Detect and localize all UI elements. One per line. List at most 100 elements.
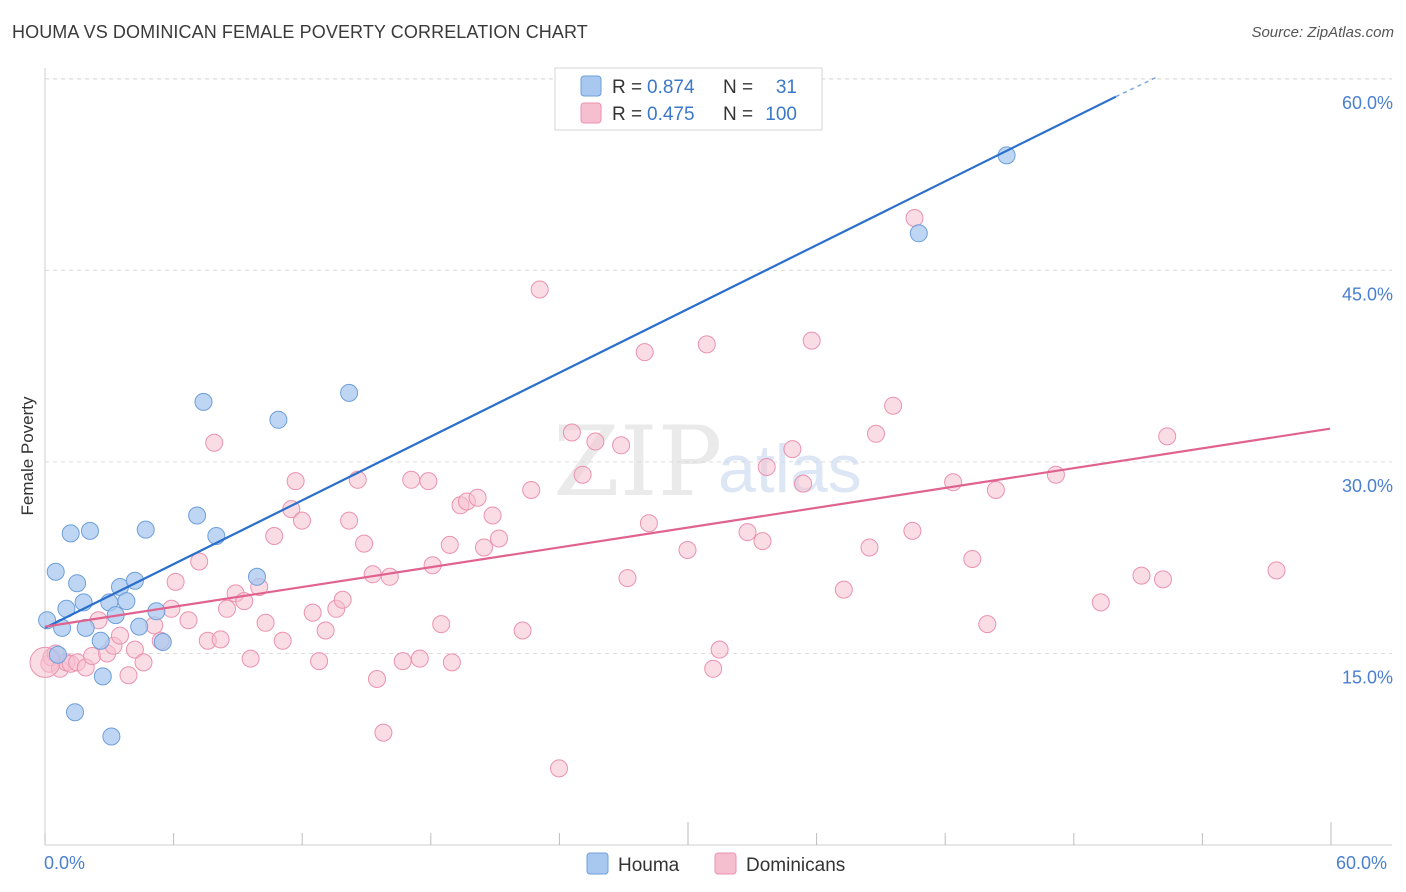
dominican-point bbox=[904, 522, 921, 539]
dominican-point bbox=[1133, 567, 1150, 584]
legend-swatch-dominicans bbox=[581, 103, 601, 123]
x-tick-label-min: 0.0% bbox=[44, 853, 85, 873]
dominican-point bbox=[274, 632, 291, 649]
dominican-point bbox=[868, 425, 885, 442]
dominican-point bbox=[317, 622, 334, 639]
dominican-point bbox=[294, 512, 311, 529]
dominican-point bbox=[441, 536, 458, 553]
dominican-point bbox=[979, 616, 996, 633]
series-legend: Houma Dominicans bbox=[587, 853, 845, 876]
dominican-point bbox=[311, 653, 328, 670]
houma-point bbox=[103, 728, 120, 745]
dominican-point bbox=[705, 660, 722, 677]
dominican-point bbox=[551, 760, 568, 777]
dominican-point bbox=[219, 600, 236, 617]
dominican-point bbox=[394, 653, 411, 670]
dominican-point bbox=[523, 482, 540, 499]
houma-point bbox=[154, 634, 171, 651]
houma-point bbox=[49, 646, 66, 663]
dominican-point bbox=[679, 542, 696, 559]
dominican-point bbox=[1047, 466, 1064, 483]
scatter-chart: ZIP atlas 15.0%30.0%45.0%60.0% 0.0% 60.0… bbox=[0, 0, 1406, 892]
dominican-point bbox=[375, 724, 392, 741]
y-tick-label-15: 15.0% bbox=[1342, 667, 1393, 687]
dominican-point bbox=[1159, 428, 1176, 445]
y-tick-label-60: 60.0% bbox=[1342, 93, 1393, 113]
houma-point bbox=[137, 521, 154, 538]
houma-point bbox=[998, 147, 1015, 164]
bottom-legend-swatch-dominicans bbox=[715, 853, 736, 874]
dominican-point bbox=[135, 654, 152, 671]
houma-point bbox=[94, 668, 111, 685]
houma-trend-extension bbox=[1116, 76, 1159, 96]
gridlines bbox=[45, 79, 1392, 654]
dominican-point bbox=[242, 650, 259, 667]
dominican-point bbox=[369, 671, 386, 688]
houma-point bbox=[67, 704, 84, 721]
dominican-point bbox=[433, 616, 450, 633]
x-tick-label-max: 60.0% bbox=[1336, 853, 1387, 873]
dominican-point bbox=[906, 210, 923, 227]
dominican-point bbox=[1092, 594, 1109, 611]
dominican-point bbox=[803, 332, 820, 349]
houma-point bbox=[118, 593, 135, 610]
dominican-point bbox=[334, 591, 351, 608]
dominican-point bbox=[835, 581, 852, 598]
dominican-point bbox=[112, 627, 129, 644]
dominican-point bbox=[84, 648, 101, 665]
bottom-legend-dominicans: Dominicans bbox=[746, 855, 845, 876]
dominican-point bbox=[287, 473, 304, 490]
legend-dominicans-r-label: R = bbox=[612, 104, 642, 125]
dominican-point bbox=[885, 397, 902, 414]
houma-point bbox=[341, 384, 358, 401]
houma-point bbox=[189, 507, 206, 524]
legend-swatch-houma bbox=[581, 76, 601, 96]
dominican-point bbox=[356, 535, 373, 552]
dominican-point bbox=[563, 424, 580, 441]
houma-point bbox=[195, 393, 212, 410]
y-axis-label: Female Poverty bbox=[18, 396, 37, 516]
dominican-point bbox=[484, 507, 501, 524]
dominican-point bbox=[381, 568, 398, 585]
dominican-point bbox=[420, 473, 437, 490]
dominican-point bbox=[257, 614, 274, 631]
dominican-point bbox=[574, 466, 591, 483]
houma-point bbox=[82, 522, 99, 539]
bottom-legend-swatch-houma bbox=[587, 853, 608, 874]
houma-point bbox=[47, 563, 64, 580]
dominican-point bbox=[987, 482, 1004, 499]
dominican-point bbox=[861, 539, 878, 556]
dominican-point bbox=[698, 336, 715, 353]
dominican-point bbox=[613, 437, 630, 454]
y-tick-label-30: 30.0% bbox=[1342, 476, 1393, 496]
y-tick-label-45: 45.0% bbox=[1342, 284, 1393, 304]
legend-dominicans-n-value: 100 bbox=[765, 104, 797, 125]
dominican-point bbox=[443, 654, 460, 671]
dominican-point bbox=[739, 524, 756, 541]
houma-point bbox=[62, 525, 79, 542]
houma-trend-line bbox=[45, 97, 1116, 628]
legend-houma-n-label: N = bbox=[723, 77, 753, 98]
dominican-point bbox=[469, 489, 486, 506]
dominican-point bbox=[341, 512, 358, 529]
watermark-zip: ZIP bbox=[553, 406, 722, 518]
legend-houma-n-value: 31 bbox=[776, 77, 797, 98]
legend-dominicans-r-value: 0.475 bbox=[647, 104, 695, 125]
houma-point bbox=[92, 632, 109, 649]
dominican-point bbox=[636, 344, 653, 361]
dominican-point bbox=[619, 570, 636, 587]
dominican-point bbox=[1268, 562, 1285, 579]
dominican-point bbox=[640, 515, 657, 532]
dominican-point bbox=[531, 281, 548, 298]
legend-dominicans-n-label: N = bbox=[723, 104, 753, 125]
houma-point bbox=[270, 411, 287, 428]
dominican-point bbox=[120, 667, 137, 684]
houma-point bbox=[69, 575, 86, 592]
dominican-point bbox=[491, 530, 508, 547]
houma-series bbox=[39, 147, 1016, 745]
houma-point bbox=[249, 568, 266, 585]
legend-houma-r-label: R = bbox=[612, 77, 642, 98]
houma-point bbox=[910, 225, 927, 242]
dominican-point bbox=[964, 551, 981, 568]
dominican-point bbox=[795, 475, 812, 492]
